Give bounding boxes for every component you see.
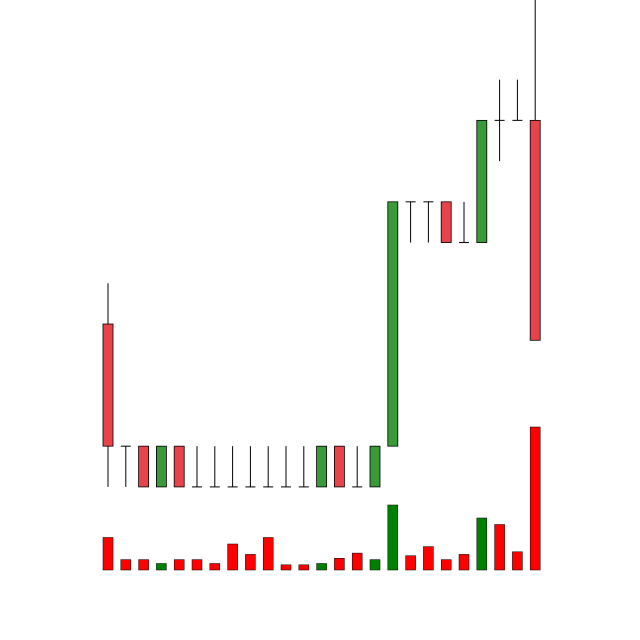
candle-body-up: [369, 445, 381, 488]
candle-body-down: [138, 445, 150, 488]
volume-bar-down: [280, 564, 292, 571]
volume-bar-down: [494, 524, 505, 571]
candle-body-down: [333, 445, 345, 488]
candle-body-down: [529, 119, 541, 341]
volume-bar-down: [245, 554, 256, 571]
volume-bar-down: [440, 559, 452, 571]
candle-body-up: [387, 201, 399, 447]
volume-bar-layer: [102, 426, 541, 571]
volume-bar-down: [512, 551, 523, 571]
candle-body-up: [476, 119, 488, 243]
volume-bar-up: [369, 559, 381, 571]
volume-bar-down: [120, 559, 132, 571]
volume-bar-up: [476, 517, 488, 571]
volume-bar-down: [173, 559, 185, 571]
volume-bar-up: [387, 504, 399, 571]
volume-bar-down: [529, 426, 541, 571]
volume-bar-down: [298, 564, 310, 571]
candle-body-up: [316, 445, 328, 488]
volume-bar-down: [351, 552, 363, 571]
candle-body-down: [173, 445, 185, 488]
volume-bar-down: [209, 563, 221, 571]
candle-body-up: [155, 445, 167, 488]
candle-body-down: [440, 201, 452, 243]
volume-bar-up: [316, 563, 327, 571]
volume-bar-down: [227, 543, 238, 571]
wick-layer: [107, 0, 536, 487]
volume-bar-down: [262, 537, 274, 571]
volume-bar-down: [138, 559, 149, 571]
volume-bar-down: [334, 558, 345, 571]
candle-body-down: [102, 323, 114, 447]
volume-bar-down: [102, 537, 114, 571]
volume-bar-down: [423, 546, 434, 571]
volume-bar-down: [191, 559, 203, 571]
volume-bar-up: [156, 563, 167, 571]
volume-bar-down: [458, 554, 470, 571]
candle-body-layer: [102, 119, 541, 488]
volume-bar-down: [405, 555, 416, 571]
